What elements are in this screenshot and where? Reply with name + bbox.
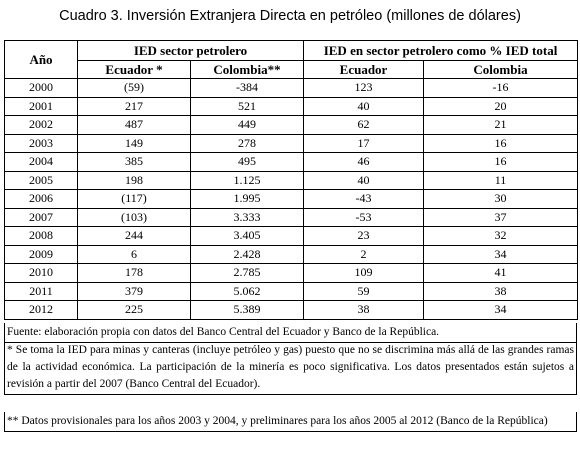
year-cell: 2011 [4,281,78,301]
colombia-ied-cell: 278 [190,133,304,153]
colombia-ied-cell: 2.785 [190,263,304,283]
year-cell: 2009 [4,244,78,264]
table-body: 2000 (59) -384 123 -16 2001 217 521 40 20 2002 487 4… [4,78,579,320]
colombia-ied-cell: 3.405 [190,226,304,246]
colombia-ied-cell: 449 [190,115,304,135]
year-cell: 2002 [4,115,78,135]
colombia-pct-cell: -16 [422,78,579,98]
table-row: 2011 379 5.062 59 38 [4,281,579,301]
table-row: 2007 (103) 3.333 -53 37 [4,207,579,227]
ecuador-ied-cell: 244 [77,226,191,246]
subheader-colombia-ied: Colombia** [190,60,304,79]
table-row: 2009 6 2.428 2 34 [4,244,579,264]
ecuador-ied-cell: (59) [77,78,191,98]
colombia-ied-cell: 2.428 [190,244,304,264]
year-cell: 2010 [4,263,78,283]
ecuador-ied-cell: 198 [77,170,191,190]
year-cell: 2006 [4,189,78,209]
colombia-pct-cell: 34 [422,300,579,320]
ecuador-pct-cell: 46 [303,152,424,172]
table-row: 2001 217 521 40 20 [4,96,579,116]
ecuador-pct-cell: 59 [303,281,424,301]
table-row: 2004 385 495 46 16 [4,152,579,172]
colombia-ied-cell: 5.389 [190,300,304,320]
ecuador-ied-cell: 385 [77,152,191,172]
group-header-sector: IED sector petrolero [77,40,304,61]
colombia-pct-cell: 20 [422,96,579,116]
ecuador-ied-cell: (117) [77,189,191,209]
colombia-ied-cell: 1.995 [190,189,304,209]
colombia-pct-cell: 30 [422,189,579,209]
colombia-ied-cell: -384 [190,78,304,98]
ecuador-pct-cell: 109 [303,263,424,283]
year-cell: 2008 [4,226,78,246]
table-row: 2008 244 3.405 23 32 [4,226,579,246]
subheader-ecuador-ied: Ecuador * [77,60,191,79]
ecuador-ied-cell: 217 [77,96,191,116]
colombia-ied-cell: 5.062 [190,281,304,301]
year-cell: 2005 [4,170,78,190]
colombia-pct-cell: 11 [422,170,579,190]
year-cell: 2000 [4,78,78,98]
footnote-ecuador: * Se toma la IED para minas y canteras (… [4,341,577,395]
year-cell: 2003 [4,133,78,153]
colombia-ied-cell: 495 [190,152,304,172]
colombia-ied-cell: 3.333 [190,207,304,227]
fdi-table: Año IED sector petrolero IED en sector p… [4,40,579,320]
ecuador-pct-cell: 23 [303,226,424,246]
year-cell: 2012 [4,300,78,320]
ecuador-pct-cell: 38 [303,300,424,320]
year-header: Año [4,40,78,79]
table-row: 2003 149 278 17 16 [4,133,579,153]
group-header-percent: IED en sector petrolero como % IED total [302,40,579,61]
ecuador-pct-cell: 17 [303,133,424,153]
table-row: 2010 178 2.785 109 41 [4,263,579,283]
year-cell: 2004 [4,152,78,172]
ecuador-ied-cell: 149 [77,133,191,153]
colombia-pct-cell: 38 [422,281,579,301]
colombia-pct-cell: 34 [422,244,579,264]
colombia-pct-cell: 21 [422,115,579,135]
table-row: 2000 (59) -384 123 -16 [4,78,579,98]
subheader-ecuador-pct: Ecuador [303,60,424,79]
colombia-pct-cell: 41 [422,263,579,283]
colombia-ied-cell: 1.125 [190,170,304,190]
ecuador-pct-cell: 62 [303,115,424,135]
table-row: 2005 198 1.125 40 11 [4,170,579,190]
ecuador-ied-cell: 487 [77,115,191,135]
header-row-groups: Año IED sector petrolero IED en sector p… [4,40,579,79]
subheader-colombia-pct: Colombia [422,60,579,79]
ecuador-ied-cell: 379 [77,281,191,301]
colombia-ied-cell: 521 [190,96,304,116]
ecuador-pct-cell: -53 [303,207,424,227]
ecuador-pct-cell: 123 [303,78,424,98]
colombia-pct-cell: 16 [422,152,579,172]
ecuador-pct-cell: 40 [303,96,424,116]
ecuador-ied-cell: (103) [77,207,191,227]
header-row-countries: Ecuador * Colombia** Ecuador Colombia [5,60,579,79]
ecuador-ied-cell: 6 [77,244,191,264]
colombia-pct-cell: 16 [422,133,579,153]
colombia-pct-cell: 32 [422,226,579,246]
table-row: 2002 487 449 62 21 [4,115,579,135]
table-row: 2006 (117) 1.995 -43 30 [4,189,579,209]
footnote-colombia: ** Datos provisionales para los años 200… [4,412,577,432]
ecuador-pct-cell: 40 [303,170,424,190]
ecuador-ied-cell: 225 [77,300,191,320]
ecuador-ied-cell: 178 [77,263,191,283]
colombia-pct-cell: 37 [422,207,579,227]
year-cell: 2007 [4,207,78,227]
table-title: Cuadro 3. Inversión Extranjera Directa e… [59,8,521,24]
year-cell: 2001 [4,96,78,116]
footnote-source: Fuente: elaboración propia con datos del… [4,323,577,343]
table-row: 2012 225 5.389 38 34 [4,300,579,320]
ecuador-pct-cell: 2 [303,244,424,264]
ecuador-pct-cell: -43 [303,189,424,209]
